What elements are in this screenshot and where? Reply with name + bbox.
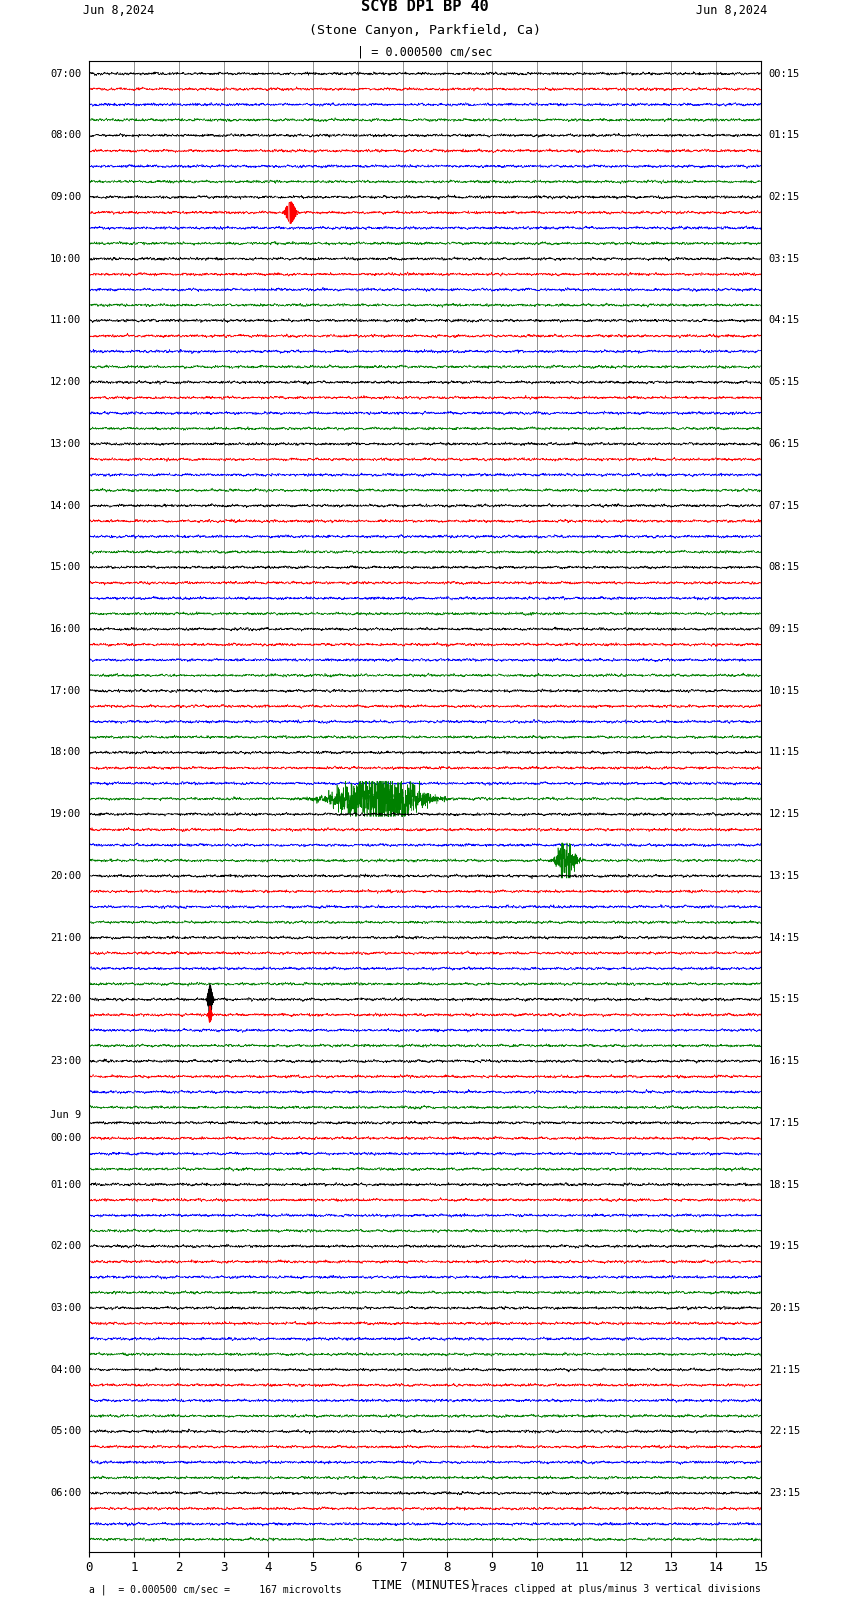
Text: 07:00: 07:00 [50, 69, 82, 79]
Text: 14:00: 14:00 [50, 500, 82, 511]
Text: 03:15: 03:15 [768, 253, 800, 265]
Text: 02:15: 02:15 [768, 192, 800, 202]
Text: 05:00: 05:00 [50, 1426, 82, 1436]
Text: 19:15: 19:15 [768, 1242, 800, 1252]
Text: 22:00: 22:00 [50, 994, 82, 1005]
Text: 08:15: 08:15 [768, 563, 800, 573]
Text: SCYB DP1 BP 40: SCYB DP1 BP 40 [361, 0, 489, 13]
Text: Jun 8,2024: Jun 8,2024 [82, 3, 154, 16]
X-axis label: TIME (MINUTES): TIME (MINUTES) [372, 1579, 478, 1592]
Text: 12:00: 12:00 [50, 377, 82, 387]
Text: Jun 8,2024: Jun 8,2024 [696, 3, 768, 16]
Text: 03:00: 03:00 [50, 1303, 82, 1313]
Text: 05:15: 05:15 [768, 377, 800, 387]
Text: 20:15: 20:15 [768, 1303, 800, 1313]
Text: 04:15: 04:15 [768, 316, 800, 326]
Text: (Stone Canyon, Parkfield, Ca): (Stone Canyon, Parkfield, Ca) [309, 24, 541, 37]
Text: 15:00: 15:00 [50, 563, 82, 573]
Text: 13:00: 13:00 [50, 439, 82, 448]
Text: 15:15: 15:15 [768, 994, 800, 1005]
Text: 07:15: 07:15 [768, 500, 800, 511]
Text: 00:15: 00:15 [768, 69, 800, 79]
Text: Jun 9: Jun 9 [50, 1110, 82, 1119]
Text: 01:00: 01:00 [50, 1179, 82, 1189]
Text: 09:00: 09:00 [50, 192, 82, 202]
Text: 00:00: 00:00 [50, 1134, 82, 1144]
Text: 11:15: 11:15 [768, 747, 800, 758]
Text: | = 0.000500 cm/sec: | = 0.000500 cm/sec [357, 45, 493, 58]
Text: 23:15: 23:15 [768, 1489, 800, 1498]
Text: 06:00: 06:00 [50, 1489, 82, 1498]
Text: 16:00: 16:00 [50, 624, 82, 634]
Text: 08:00: 08:00 [50, 131, 82, 140]
Text: 09:15: 09:15 [768, 624, 800, 634]
Text: 04:00: 04:00 [50, 1365, 82, 1374]
Text: 21:15: 21:15 [768, 1365, 800, 1374]
Text: 23:00: 23:00 [50, 1057, 82, 1066]
Text: 16:15: 16:15 [768, 1057, 800, 1066]
Text: 10:15: 10:15 [768, 686, 800, 695]
Text: 22:15: 22:15 [768, 1426, 800, 1436]
Text: 19:00: 19:00 [50, 810, 82, 819]
Text: 06:15: 06:15 [768, 439, 800, 448]
Text: 21:00: 21:00 [50, 932, 82, 942]
Text: 18:00: 18:00 [50, 747, 82, 758]
Text: 17:15: 17:15 [768, 1118, 800, 1127]
Text: 11:00: 11:00 [50, 316, 82, 326]
Text: 01:15: 01:15 [768, 131, 800, 140]
Text: 10:00: 10:00 [50, 253, 82, 265]
Text: 20:00: 20:00 [50, 871, 82, 881]
Text: 14:15: 14:15 [768, 932, 800, 942]
Text: 13:15: 13:15 [768, 871, 800, 881]
Text: a |  = 0.000500 cm/sec =     167 microvolts: a | = 0.000500 cm/sec = 167 microvolts [89, 1584, 342, 1595]
Text: 17:00: 17:00 [50, 686, 82, 695]
Text: Traces clipped at plus/minus 3 vertical divisions: Traces clipped at plus/minus 3 vertical … [473, 1584, 761, 1595]
Text: 02:00: 02:00 [50, 1242, 82, 1252]
Text: 12:15: 12:15 [768, 810, 800, 819]
Text: 18:15: 18:15 [768, 1179, 800, 1189]
